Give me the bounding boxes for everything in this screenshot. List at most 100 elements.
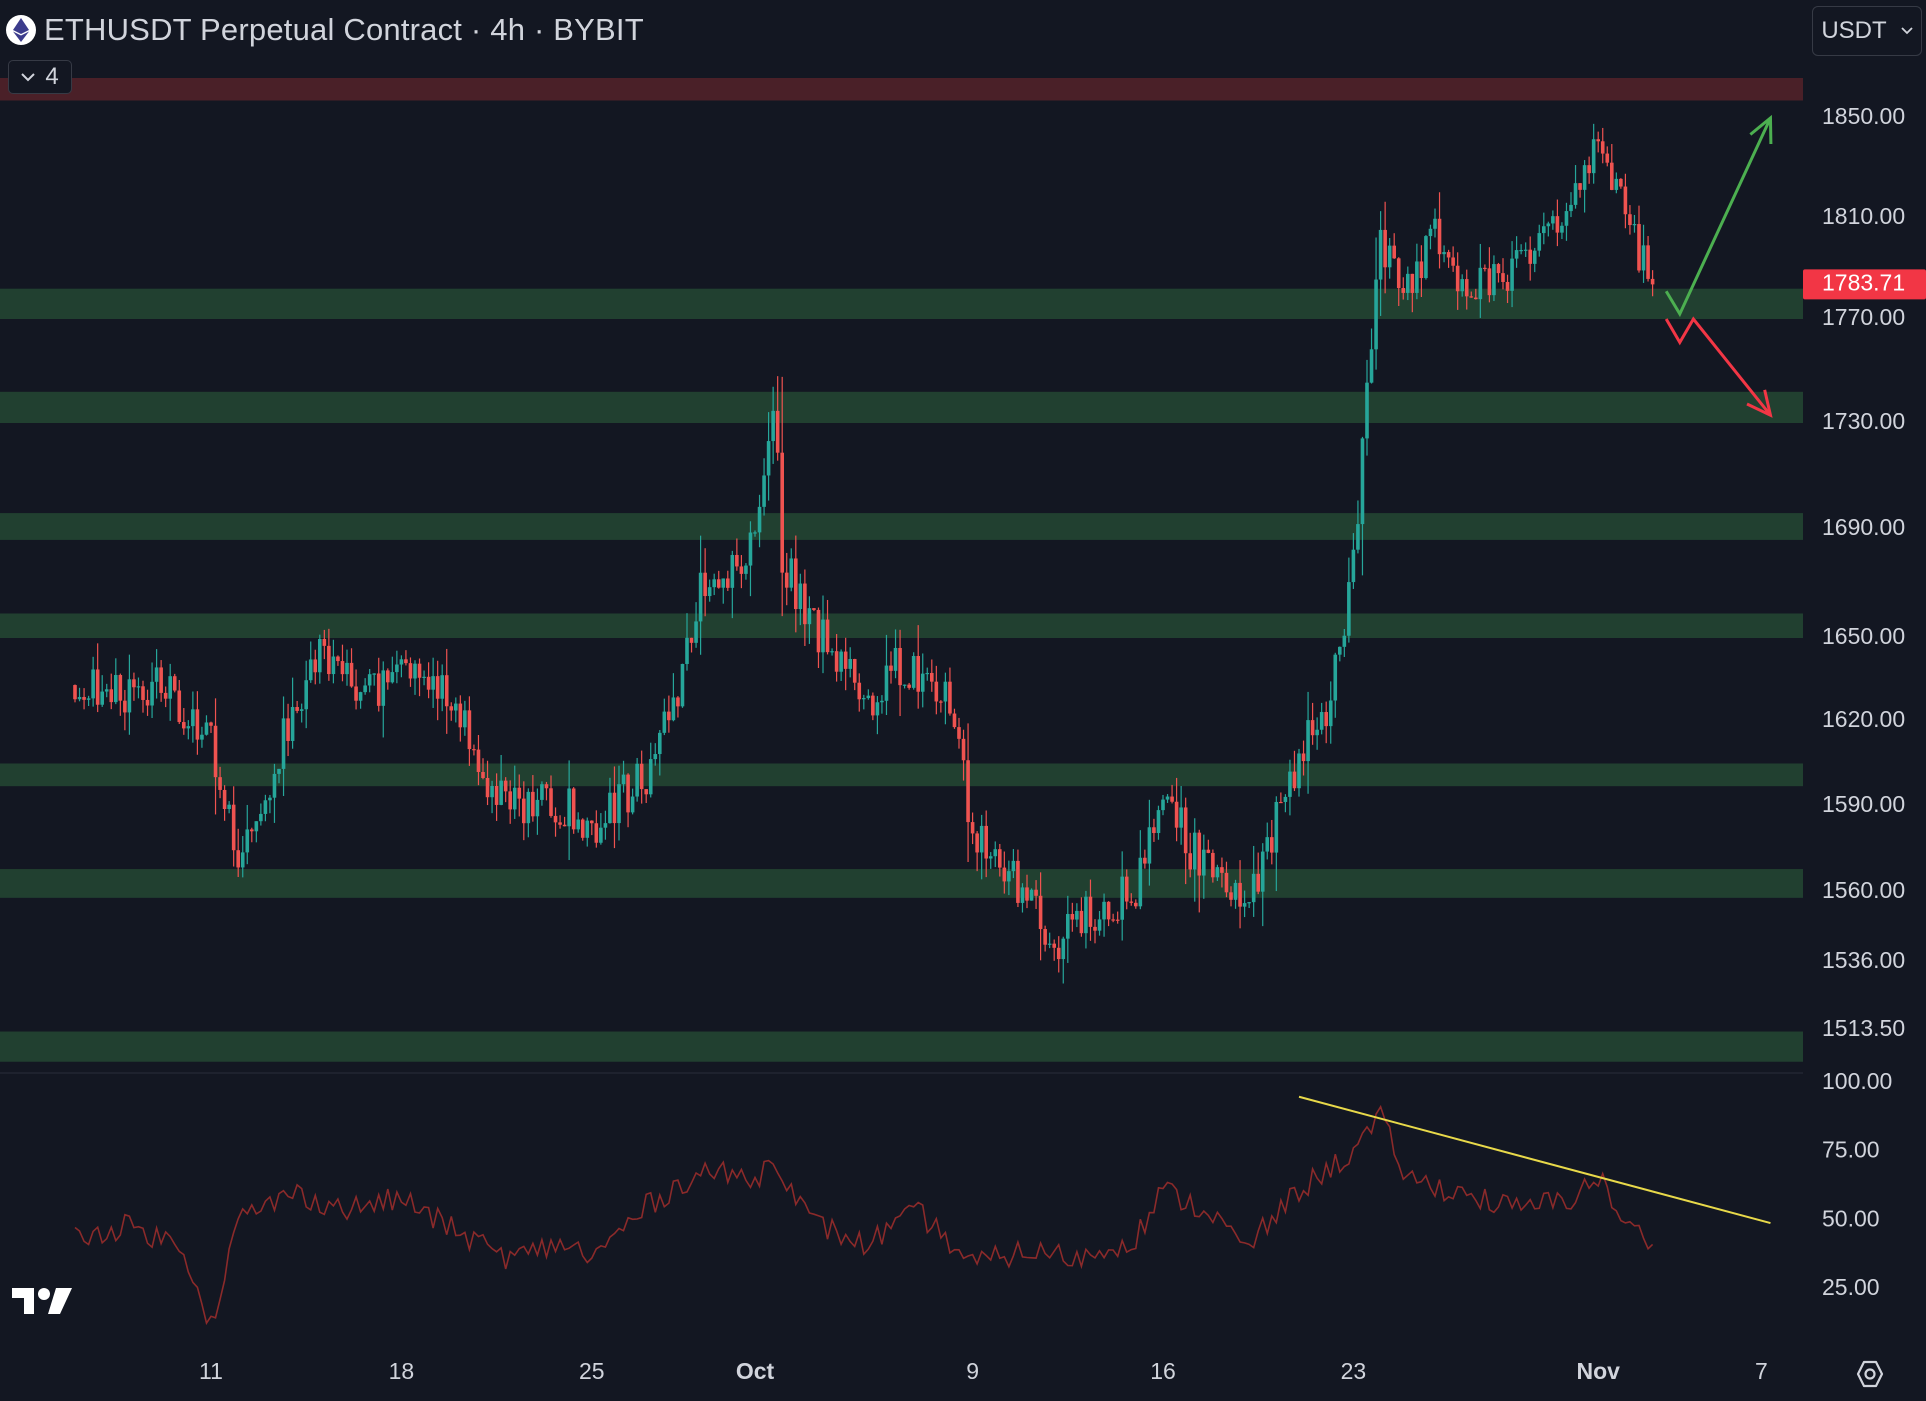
candle-up xyxy=(1378,211,1383,316)
candle-body xyxy=(916,656,920,692)
candle-body xyxy=(730,554,735,588)
candle-body xyxy=(136,686,141,688)
candle-body xyxy=(939,701,943,703)
candle-up xyxy=(617,765,621,841)
oscillator-pane xyxy=(74,1095,1771,1326)
candle-up xyxy=(630,788,635,815)
candle-up xyxy=(1374,237,1378,370)
candle-body xyxy=(1265,837,1270,852)
candle-body xyxy=(349,662,354,687)
candle-body xyxy=(281,718,286,769)
candle-down xyxy=(852,658,857,691)
candle-body xyxy=(1591,139,1596,174)
candle-up xyxy=(621,760,626,793)
candle-down xyxy=(816,607,821,669)
candle-down xyxy=(957,717,961,749)
candle-down xyxy=(159,660,163,702)
currency-label: USDT xyxy=(1821,17,1887,44)
candle-down xyxy=(1578,182,1582,198)
candle-body xyxy=(1523,249,1528,251)
candle-body xyxy=(1351,549,1356,583)
candle-body xyxy=(1623,186,1628,215)
candle-body xyxy=(1383,229,1387,268)
candle-up xyxy=(227,801,231,814)
candle-body xyxy=(1247,902,1251,904)
candle-down xyxy=(531,775,535,822)
candle-down xyxy=(1038,872,1043,961)
candle-up xyxy=(363,678,367,695)
candle-body xyxy=(1333,654,1338,701)
candle-body xyxy=(444,675,449,707)
candle-body xyxy=(177,690,182,723)
candle-down xyxy=(82,688,86,710)
candle-body xyxy=(735,554,739,567)
candle-body xyxy=(304,680,308,710)
candle-up xyxy=(712,573,716,596)
candle-body xyxy=(472,749,476,751)
candle-down xyxy=(218,766,222,799)
candle-body xyxy=(603,823,608,828)
candle-body xyxy=(209,722,213,726)
indicators-collapse-button[interactable]: 4 xyxy=(8,60,72,94)
candle-up xyxy=(821,595,825,674)
oscillator-axis: 100.00 75.00 50.00 25.00 xyxy=(1822,1068,1892,1300)
candle-up xyxy=(463,700,467,736)
candle-body xyxy=(263,800,268,814)
candle-body xyxy=(1056,947,1061,960)
candle-up xyxy=(268,794,272,814)
settings-icon[interactable] xyxy=(1852,1356,1888,1392)
candle-up xyxy=(526,788,531,838)
candle-body xyxy=(1079,910,1084,934)
candle-body xyxy=(386,670,390,683)
candle-down xyxy=(1079,897,1084,937)
candle-down xyxy=(612,766,617,849)
price-tick-label: 1560.00 xyxy=(1822,877,1905,903)
candle-body xyxy=(1582,165,1587,190)
oscillator-tick-label: 100.00 xyxy=(1822,1068,1892,1094)
candle-body xyxy=(1578,183,1582,190)
candle-body xyxy=(1066,914,1070,939)
candle-up xyxy=(1319,702,1324,735)
tradingview-logo[interactable] xyxy=(12,1284,74,1318)
price-zones xyxy=(0,78,1803,1062)
candle-body xyxy=(1315,729,1319,736)
candle-up xyxy=(748,521,753,597)
candle-up xyxy=(1632,214,1637,233)
candle-body xyxy=(431,676,435,690)
candle-body xyxy=(1220,867,1224,873)
time-tick-label: 7 xyxy=(1755,1358,1768,1384)
candle-body xyxy=(1310,720,1315,736)
candle-up xyxy=(440,664,444,712)
candle-up xyxy=(281,696,286,797)
candle-up xyxy=(127,654,132,735)
candle-body xyxy=(1528,249,1532,264)
candle-down xyxy=(163,686,168,708)
candle-down xyxy=(834,634,839,682)
candle-body xyxy=(549,788,553,816)
candle-body xyxy=(1369,349,1374,383)
last-price-tag: 1783.71 xyxy=(1803,269,1926,300)
candle-up xyxy=(240,836,245,878)
currency-dropdown[interactable]: USDT xyxy=(1812,6,1922,56)
support-zone-5 xyxy=(0,763,1803,787)
candle-down xyxy=(522,781,526,841)
candle-body xyxy=(517,787,522,799)
candle-body xyxy=(313,659,318,673)
candle-body xyxy=(1396,258,1401,289)
candle-down xyxy=(1419,245,1424,297)
candle-body xyxy=(1483,267,1487,270)
candle-down xyxy=(975,831,979,872)
candle-body xyxy=(1569,204,1573,212)
candle-up xyxy=(299,703,304,723)
candle-body xyxy=(245,829,250,853)
candle-body xyxy=(222,789,227,810)
candle-up xyxy=(662,698,667,736)
candle-down xyxy=(336,655,340,666)
candle-up xyxy=(290,677,295,749)
candle-down xyxy=(1134,899,1138,909)
candle-body xyxy=(336,656,340,662)
candle-up xyxy=(104,683,109,698)
candle-body xyxy=(1347,582,1351,636)
